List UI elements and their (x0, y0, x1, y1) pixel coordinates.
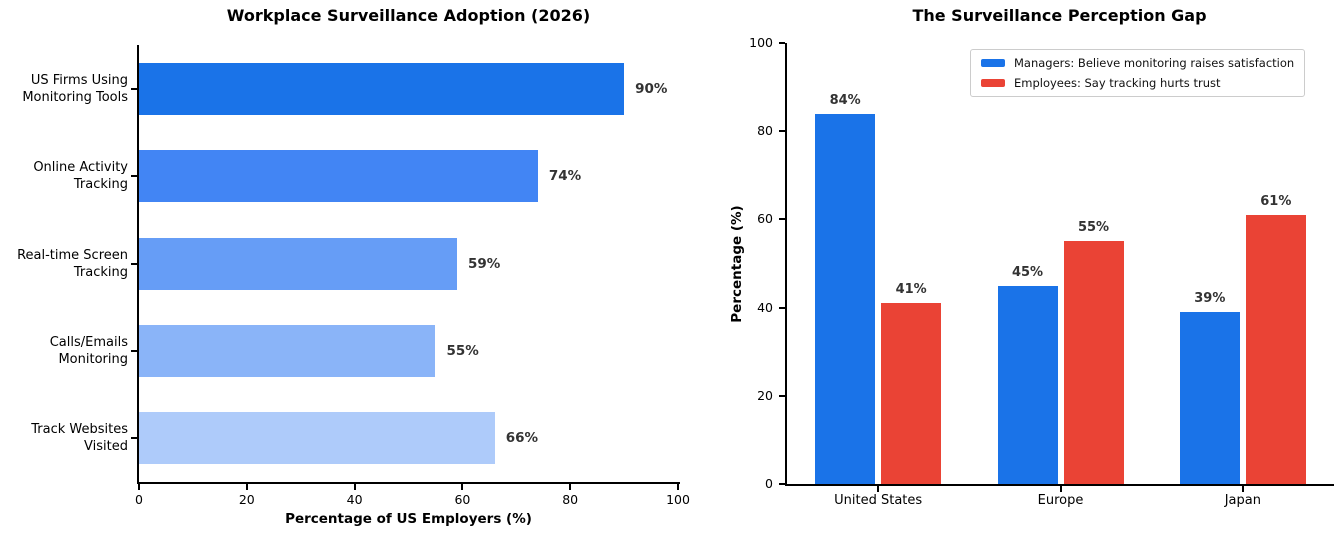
x-tick-mark (1241, 486, 1244, 492)
legend: Managers: Believe monitoring raises sati… (970, 49, 1306, 97)
y-tick-label: 20 (757, 387, 773, 403)
y-tick-label: 100 (749, 35, 773, 50)
legend-row: Employees: Say tracking hurts trust (981, 76, 1294, 90)
bar-segment (139, 150, 538, 203)
y-tick-label: 0 (765, 476, 773, 491)
x-category-label: Europe (1037, 493, 1084, 508)
value-label: 45% (1011, 264, 1044, 280)
value-label: 39% (1194, 291, 1226, 307)
x-tick-mark (138, 484, 140, 490)
category-label: US Firms Using Monitoring Tools (22, 72, 128, 105)
x-tick-label: 80 (562, 492, 579, 507)
x-category-label: United States (834, 493, 923, 508)
value-label: 61% (1260, 194, 1292, 209)
y-tick-mark (779, 42, 785, 44)
bar-segment (997, 285, 1058, 484)
x-category-label: Japan (1224, 493, 1261, 508)
value-label: 55% (1077, 220, 1110, 236)
x-tick-mark (1059, 486, 1062, 492)
bar-segment (139, 237, 457, 290)
y-tick-mark (779, 130, 785, 133)
y-tick-mark (131, 175, 137, 178)
x-tick-label: 60 (454, 492, 471, 507)
y-tick-label: 80 (757, 123, 773, 139)
left-chart-xlabel: Percentage of US Employers (%) (285, 511, 532, 527)
y-tick-mark (131, 87, 137, 90)
value-label: 41% (895, 282, 927, 298)
y-tick-mark (779, 483, 785, 485)
value-label: 59% (468, 255, 501, 272)
bar-segment (139, 62, 625, 115)
x-tick-label: 20 (238, 492, 255, 507)
left-chart-plot: 90% 74% 59% 55% 66% (137, 45, 680, 484)
x-tick-mark (677, 484, 679, 490)
right-chart-plot: 84% 41% 45% 55% 39% 61% (785, 43, 1334, 486)
bar-segment (1245, 214, 1306, 484)
legend-label: Employees: Say tracking hurts trust (1014, 76, 1221, 90)
x-tick-mark (461, 484, 464, 490)
y-tick-mark (131, 437, 137, 440)
bar-segment (1063, 241, 1124, 484)
x-tick-mark (245, 484, 248, 490)
category-label: Online Activity Tracking (33, 159, 128, 193)
bar-segment (815, 113, 876, 484)
y-tick-mark (779, 218, 785, 221)
value-label: 66% (505, 430, 539, 447)
bar-segment (1179, 312, 1240, 484)
y-tick-mark (131, 262, 137, 265)
bar-segment (881, 303, 942, 484)
value-label: 55% (446, 342, 479, 359)
left-chart-title: Workplace Surveillance Adoption (2026) (226, 6, 591, 25)
value-label: 74% (548, 168, 582, 185)
value-label: 84% (829, 92, 861, 108)
y-tick-label: 40 (757, 299, 773, 315)
category-label: Track Websites Visited (31, 422, 128, 455)
legend-swatch (981, 59, 1005, 67)
x-tick-label: 0 (135, 492, 143, 507)
y-tick-mark (131, 349, 137, 352)
legend-swatch (981, 79, 1005, 87)
y-tick-mark (779, 306, 785, 309)
x-tick-mark (353, 484, 356, 490)
value-label: 90% (635, 80, 668, 97)
x-tick-label: 40 (346, 492, 363, 507)
y-tick-mark (779, 394, 785, 397)
bar-segment (139, 324, 436, 377)
category-label: Real-time Screen Tracking (17, 247, 128, 280)
bar-segment (139, 412, 495, 465)
x-tick-label: 100 (666, 492, 690, 507)
right-chart-title: The Surveillance Perception Gap (912, 6, 1207, 25)
y-tick-label: 60 (757, 211, 773, 227)
x-tick-mark (877, 486, 880, 492)
legend-label: Managers: Believe monitoring raises sati… (1014, 56, 1295, 70)
x-tick-mark (569, 484, 572, 490)
legend-row: Managers: Believe monitoring raises sati… (981, 56, 1294, 70)
category-label: Calls/Emails Monitoring (49, 334, 128, 367)
